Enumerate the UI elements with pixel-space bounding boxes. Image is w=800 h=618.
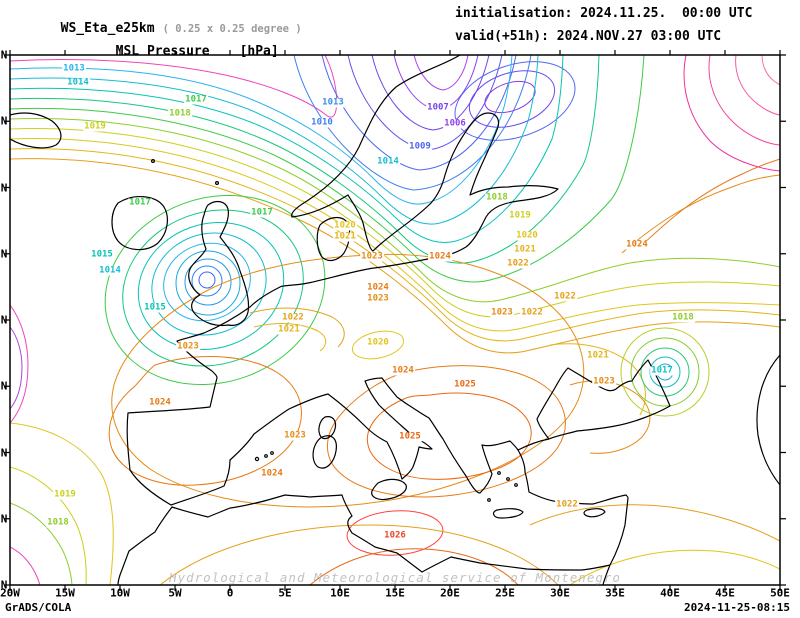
x-axis-label: 20W (0, 586, 20, 600)
units-label: [hPa] (239, 44, 279, 59)
contour-label: 1023 (366, 293, 390, 304)
contour-label: 1017 (128, 197, 152, 208)
contour-label: 1025 (398, 431, 422, 442)
contour-label: 1019 (83, 121, 107, 132)
contour-label: 1020 (366, 337, 390, 348)
contour-label: 1022 (520, 307, 544, 318)
contour-label: 1010 (310, 117, 334, 128)
contour-label: 1018 (671, 312, 695, 323)
contour-label: 1019 (53, 489, 77, 500)
y-axis-label: N (0, 247, 8, 261)
contour-label: 1023 (490, 307, 514, 318)
field-label: MSL Pressure (115, 44, 210, 59)
x-axis-label: 10W (110, 586, 130, 600)
y-axis-label: N (0, 114, 8, 128)
contour-label: 1024 (428, 251, 452, 262)
contour-label: 1017 (250, 207, 274, 218)
contour-label: 1018 (485, 192, 509, 203)
contour-label: 1024 (148, 397, 172, 408)
contour-group-ne-high (621, 55, 780, 254)
contour-label: 1025 (453, 379, 477, 390)
contour-label: 1023 (360, 251, 384, 262)
x-axis-label: 0 (226, 586, 234, 600)
x-axis-label: 10E (330, 586, 350, 600)
init-time: initialisation: 2024.11.25. 00:00 UTC (455, 6, 753, 21)
contour-label: 1017 (184, 94, 208, 105)
y-axis-label: N (0, 379, 8, 393)
contour-group-mid-band (10, 55, 780, 354)
contour-label: 1006 (443, 118, 467, 129)
contour-label: 1023 (176, 341, 200, 352)
contour-group-sw (10, 304, 114, 585)
x-axis-label: 25E (495, 586, 515, 600)
x-axis-label: 5W (168, 586, 182, 600)
y-axis-label: N (0, 48, 8, 62)
y-axis-label: N (0, 512, 8, 526)
contour-label: 1024 (366, 282, 390, 293)
contour-label: 1019 (508, 210, 532, 221)
contour-label: 1023 (592, 376, 616, 387)
axis-ticks (4, 50, 786, 591)
creation-timestamp: 2024-11-25-08:15 (684, 601, 790, 614)
contour-label: 1022 (506, 258, 530, 269)
grads-credit: GrADS/COLA (5, 601, 72, 614)
contour-label: 1015 (143, 302, 167, 313)
title-line: WS_Eta_e25km ( 0.25 x 0.25 degree ) (45, 6, 302, 36)
x-axis-label: 5E (278, 586, 292, 600)
field-line: MSL Pressure [hPa] (100, 29, 279, 59)
x-axis-label: 50E (770, 586, 790, 600)
contour-label: 1023 (283, 430, 307, 441)
contour-label: 1018 (46, 517, 70, 528)
valid-time: valid(+51h): 2024.NOV.27 03:00 UTC (455, 29, 722, 44)
contour-label: 1013 (321, 97, 345, 108)
contour-label: 1014 (98, 265, 122, 276)
contour-label: 1020 (333, 220, 357, 231)
y-axis-label: N (0, 181, 8, 194)
x-axis-label: 30E (550, 586, 570, 600)
contour-label: 1024 (625, 239, 649, 250)
y-axis-label: N (0, 578, 8, 592)
contour-group-scotland-low (104, 194, 326, 386)
coastlines (10, 55, 780, 585)
contour-label: 1020 (515, 230, 539, 241)
contour-label: 1018 (168, 108, 192, 119)
contour-label: 1026 (383, 530, 407, 541)
contour-label: 1022 (281, 312, 305, 323)
contour-label: 1021 (586, 350, 610, 361)
resolution-label: ( 0.25 x 0.25 degree ) (162, 23, 302, 35)
y-axis-label: N (0, 313, 8, 327)
x-axis-label: 15E (385, 586, 405, 600)
contour-label: 1022 (555, 499, 579, 510)
contour-label: 1007 (426, 102, 450, 113)
y-axis-label: N (0, 446, 8, 459)
contour-label: 1021 (333, 231, 357, 242)
model-title: WS_Eta_e25km (60, 21, 155, 36)
contour-label: 1021 (277, 324, 301, 335)
watermark: Hydrological and Meteorological service … (169, 570, 621, 585)
x-axis-label: 15W (55, 586, 75, 600)
contour-label: 1013 (62, 63, 86, 74)
contour-group-med-high (108, 253, 585, 585)
contour-label: 1017 (650, 365, 674, 376)
contour-label: 1024 (260, 468, 284, 479)
x-axis-label: 35E (605, 586, 625, 600)
contour-label: 1015 (90, 249, 114, 260)
contour-label: 1024 (391, 365, 415, 376)
contour-label: 1021 (513, 244, 537, 255)
x-axis-label: 40E (660, 586, 680, 600)
contour-label: 1014 (376, 156, 400, 167)
contour-label: 1022 (553, 291, 577, 302)
x-axis-label: 45E (715, 586, 735, 600)
contour-label: 1014 (66, 77, 90, 88)
x-axis-label: 20E (440, 586, 460, 600)
contour-label: 1009 (408, 141, 432, 152)
